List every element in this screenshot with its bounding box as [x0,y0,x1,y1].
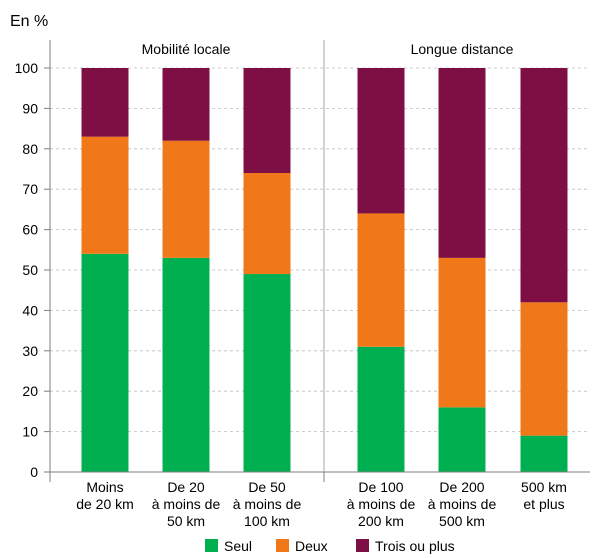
bar-segment-deux [81,136,129,254]
y-tick-label: 100 [15,60,39,76]
y-tick-label: 80 [22,141,38,157]
y-tick-label: 90 [22,100,38,116]
x-category-label: De 100 à moins de 200 km [347,479,416,529]
x-category-label-line: De 200 [439,479,484,495]
y-tick-label: 50 [22,262,38,278]
group-labels: Mobilité locale Longue distance [142,41,514,57]
x-category-label-line: De 100 [358,479,403,495]
bar-segment-trois-ou-plus [357,68,405,214]
bar-segment-deux [243,173,291,275]
y-tick-label: 30 [22,343,38,359]
bar-segment-seul [520,435,568,472]
bar-segment-trois-ou-plus [243,68,291,174]
y-tick-label: 0 [30,464,38,480]
x-category-label-line: de 20 km [76,496,134,512]
legend-label: Seul [224,538,252,554]
y-axis-ticks: 0 10 20 30 40 50 60 70 80 90 100 [15,60,50,480]
bar-segment-deux [162,140,210,258]
legend-swatch [205,539,218,552]
legend: Seul Deux Trois ou plus [205,538,455,554]
x-category-label-line: à moins de [428,496,497,512]
x-category-label: De 20 à moins de 50 km [152,479,221,529]
x-category-label-line: 500 km [439,513,485,529]
gridlines [50,67,590,433]
group-label: Mobilité locale [142,41,231,57]
group-label: Longue distance [411,41,514,57]
x-category-label-line: 100 km [244,513,290,529]
x-category-label: Moins de 20 km [76,479,134,512]
y-tick-label: 20 [22,383,38,399]
bar-segment-trois-ou-plus [81,68,129,137]
unit-label: En % [10,13,48,30]
bar-segment-seul [81,253,129,472]
bar-segment-seul [357,346,405,472]
legend-swatch [356,539,369,552]
y-tick-label: 10 [22,424,38,440]
bar-segment-trois-ou-plus [438,68,486,258]
x-category-label-line: 500 km [521,479,567,495]
x-category-label-line: à moins de [347,496,416,512]
axes [49,40,590,482]
bar-segment-trois-ou-plus [162,68,210,141]
x-category-label-line: à moins de [233,496,302,512]
x-category-label-line: De 20 [167,479,205,495]
bar-segment-seul [438,407,486,472]
bar-segment-deux [438,257,486,408]
x-category-label-line: et plus [523,496,564,512]
y-tick-label: 60 [22,222,38,238]
x-category-label-line: à moins de [152,496,221,512]
bars [81,68,568,472]
x-category-label-line: De 50 [248,479,286,495]
bar-segment-deux [357,213,405,347]
x-category-label-line: 200 km [358,513,404,529]
bar-segment-trois-ou-plus [520,68,568,303]
x-category-label-line: Moins [86,479,123,495]
legend-swatch [276,539,289,552]
legend-label: Trois ou plus [375,538,455,554]
y-tick-label: 40 [22,302,38,318]
bar-segment-deux [520,302,568,436]
x-category-label-line: 50 km [167,513,205,529]
bar-segment-seul [243,274,291,472]
x-category-label: De 50 à moins de 100 km [233,479,302,529]
legend-label: Deux [295,538,328,554]
bar-segment-seul [162,257,210,472]
y-tick-label: 70 [22,181,38,197]
x-category-label: 500 km et plus [521,479,567,512]
x-category-label: De 200 à moins de 500 km [428,479,497,529]
